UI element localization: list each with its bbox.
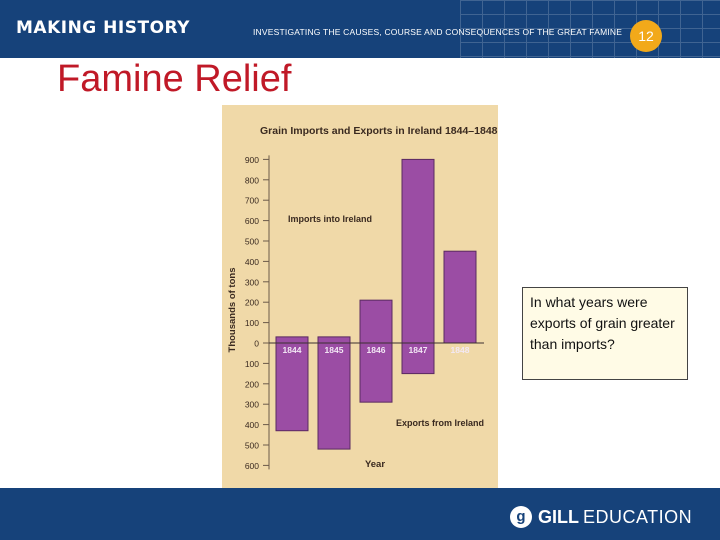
y-tick-label: 800 bbox=[245, 175, 259, 185]
import-bar-1846 bbox=[359, 299, 393, 344]
x-tick-label: 1844 bbox=[283, 345, 302, 355]
import-bar-1847 bbox=[401, 158, 435, 344]
export-bar-1847 bbox=[401, 342, 435, 375]
chart-title: Grain Imports and Exports in Ireland 184… bbox=[260, 125, 498, 137]
y-tick-label: 200 bbox=[245, 298, 259, 308]
y-tick-label: 900 bbox=[245, 155, 259, 165]
y-tick-label: 100 bbox=[245, 359, 259, 369]
y-tick-label: 700 bbox=[245, 196, 259, 206]
footer-bar bbox=[0, 488, 720, 540]
x-axis-label: Year bbox=[365, 459, 385, 470]
gill-logo-text: GILL bbox=[538, 506, 579, 527]
import-bar-1845 bbox=[317, 336, 351, 344]
chart-svg: Grain Imports and Exports in Ireland 184… bbox=[227, 125, 498, 471]
y-tick-label: 200 bbox=[245, 379, 259, 389]
grain-chart: Grain Imports and Exports in Ireland 184… bbox=[222, 105, 498, 488]
slide-number-badge: 12 bbox=[630, 20, 662, 52]
y-tick-label: 400 bbox=[245, 257, 259, 267]
x-tick-label: 1847 bbox=[409, 345, 428, 355]
x-tick-label: 1848 bbox=[451, 345, 470, 355]
y-tick-label: 300 bbox=[245, 400, 259, 410]
gill-logo-mark: g bbox=[510, 506, 532, 528]
export-bar-1846 bbox=[359, 342, 393, 403]
header-bar: MAKING HISTORY INVESTIGATING THE CAUSES,… bbox=[0, 0, 720, 58]
gill-education-logo: g GILL EDUCATION bbox=[510, 506, 692, 528]
y-tick-label: 600 bbox=[245, 461, 259, 471]
y-tick-label: 500 bbox=[245, 441, 259, 451]
x-tick-label: 1845 bbox=[325, 345, 344, 355]
x-tick-label: 1846 bbox=[367, 345, 386, 355]
export-bar-1844 bbox=[275, 342, 309, 432]
y-tick-label: 400 bbox=[245, 420, 259, 430]
y-tick-label: 500 bbox=[245, 237, 259, 247]
export-bar-1845 bbox=[317, 342, 351, 450]
header-grid-decoration bbox=[460, 0, 720, 58]
y-axis-label: Thousands of tons bbox=[227, 268, 238, 353]
exports-annotation: Exports from Ireland bbox=[396, 418, 484, 428]
y-tick-label: 0 bbox=[254, 339, 259, 349]
slide-title: Famine Relief bbox=[57, 58, 292, 100]
header-subtitle: INVESTIGATING THE CAUSES, COURSE AND CON… bbox=[253, 27, 623, 37]
import-bar-1844 bbox=[275, 336, 309, 344]
y-tick-label: 600 bbox=[245, 216, 259, 226]
y-tick-label: 300 bbox=[245, 277, 259, 287]
imports-annotation: Imports into Ireland bbox=[288, 214, 372, 224]
y-tick-label: 100 bbox=[245, 318, 259, 328]
question-box: In what years were exports of grain grea… bbox=[522, 287, 688, 380]
import-bar-1848 bbox=[443, 250, 477, 344]
brand-logo-text: MAKING HISTORY bbox=[16, 18, 190, 38]
education-logo-text: EDUCATION bbox=[583, 506, 693, 527]
